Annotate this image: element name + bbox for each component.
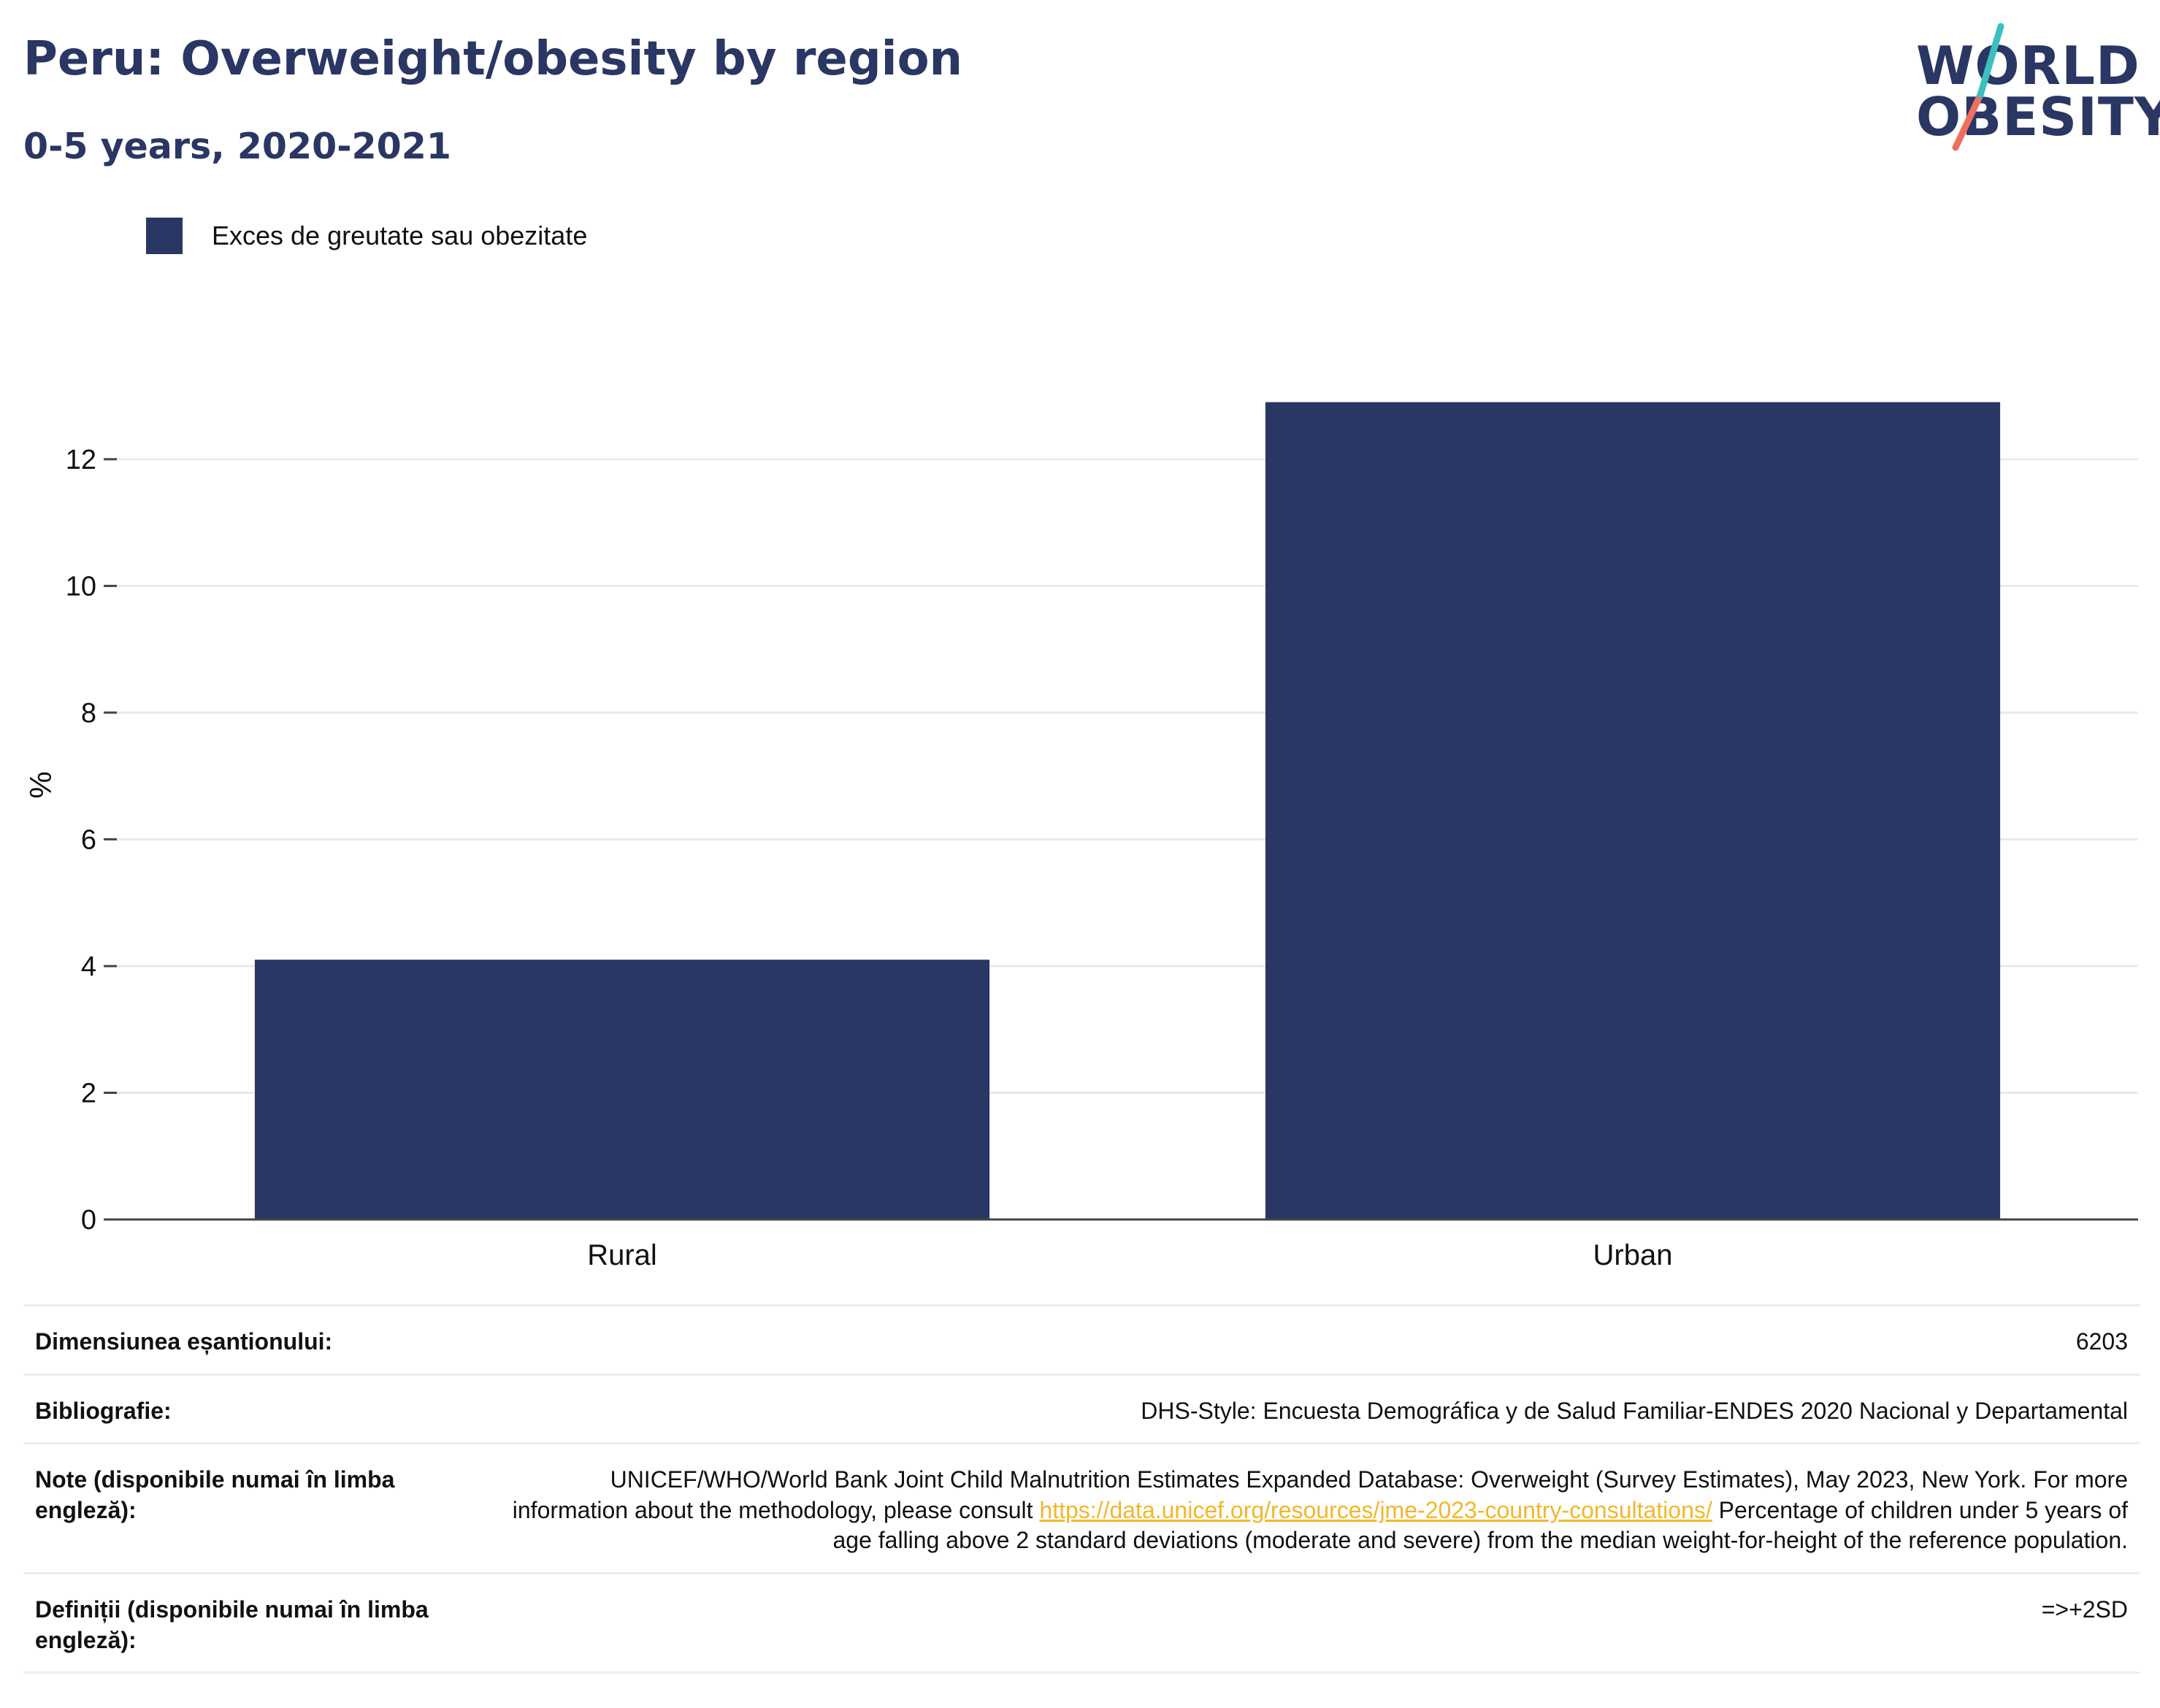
logo-slash-icon <box>1952 23 2004 151</box>
axes: 0 2 4 6 8 10 12 Rural Urban% <box>23 445 2138 1271</box>
footer-row-definitions: Definiții (disponibile numai în limba en… <box>23 1571 2140 1674</box>
chart-legend: Exces de greutate sau obezitate <box>146 218 587 254</box>
y-tick-label-6: 6 <box>81 824 96 855</box>
y-tick-label-0: 0 <box>81 1205 96 1236</box>
bibliography-label: Bibliografie: <box>35 1397 172 1424</box>
y-tick-label-12: 12 <box>66 445 96 475</box>
y-tick-label-10: 10 <box>66 571 96 602</box>
footer-row-sample-size: Dimensiunea eșantionului: 6203 <box>23 1304 2140 1374</box>
bar-rural[interactable] <box>254 960 990 1219</box>
bar-urban[interactable] <box>1265 402 2001 1219</box>
logo-word-obesity: OBESITY <box>1916 86 2160 148</box>
legend-label: Exces de greutate sau obezitate <box>212 221 588 250</box>
footer-row-bibliography: Bibliografie: DHS-Style: Encuesta Demogr… <box>23 1373 2140 1443</box>
notes-text-post: Percentage of children under 5 years of … <box>832 1496 2128 1554</box>
y-axis-label: % <box>23 771 58 798</box>
sample-size-value: 6203 <box>2075 1328 2128 1355</box>
chart-subtitle: 0-5 years, 2020-2021 <box>23 126 451 167</box>
y-tick-label-4: 4 <box>81 951 96 982</box>
notes-methodology-link[interactable]: https://data.unicef.org/resources/jme-20… <box>1039 1496 1712 1523</box>
y-tick-label-8: 8 <box>81 698 96 729</box>
y-tick-label-2: 2 <box>81 1078 96 1108</box>
chart-title: Peru: Overweight/obesity by region <box>23 32 963 86</box>
notes-value: UNICEF/WHO/World Bank Joint Child Malnut… <box>502 1465 2128 1556</box>
bibliography-value: DHS-Style: Encuesta Demográfica y de Sal… <box>1141 1397 2128 1424</box>
definitions-label: Definiții (disponibile numai în limba en… <box>35 1596 429 1653</box>
x-tick-label-rural: Rural <box>587 1239 657 1271</box>
logo-word-world: WORLD <box>1916 35 2140 96</box>
sample-size-label: Dimensiunea eșantionului: <box>35 1328 333 1355</box>
definitions-value: =>+2SD <box>2041 1596 2128 1623</box>
metadata-table: Dimensiunea eșantionului: 6203 Bibliogra… <box>23 1304 2140 1674</box>
legend-swatch <box>146 218 183 254</box>
footer-row-notes: Note (disponibile numai în limba engleză… <box>23 1442 2140 1572</box>
notes-text-pre: UNICEF/WHO/World Bank Joint Child Malnut… <box>512 1466 2128 1523</box>
world-obesity-logo: WORLD OBESITY <box>1906 22 2160 153</box>
bar-chart: 0 2 4 6 8 10 12 Rural Urban% <box>23 402 2138 1271</box>
bars <box>254 402 2001 1219</box>
notes-label: Note (disponibile numai în limba engleză… <box>35 1466 395 1523</box>
x-tick-label-urban: Urban <box>1593 1239 1673 1271</box>
